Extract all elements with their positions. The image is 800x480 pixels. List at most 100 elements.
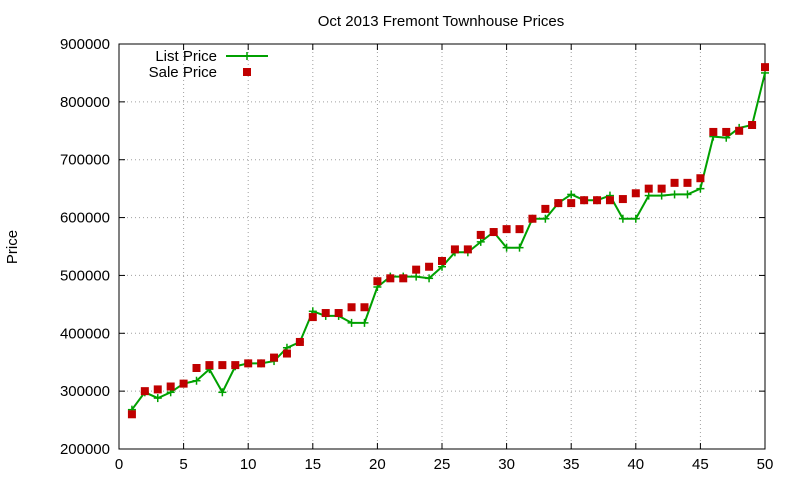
sale-price-point — [593, 196, 602, 205]
sale-price-point — [334, 309, 343, 318]
list-price-point — [644, 191, 653, 200]
sale-price-point — [489, 228, 498, 237]
sale-price-point — [631, 189, 640, 198]
sale-price-point — [450, 245, 459, 254]
list-price-point — [192, 376, 201, 385]
sale-price-point — [373, 277, 382, 286]
list-price-point — [670, 190, 679, 199]
series — [127, 63, 769, 419]
y-tick-label: 600000 — [60, 210, 110, 227]
y-tick-label: 300000 — [60, 383, 110, 400]
list-price-point — [567, 190, 576, 199]
sale-price-point — [670, 178, 679, 187]
grid — [119, 44, 765, 449]
y-tick-label: 900000 — [60, 36, 110, 53]
legend-label-sale-price: Sale Price — [149, 64, 217, 81]
list-price-point — [153, 394, 162, 403]
sale-price-point — [657, 184, 666, 193]
sale-price-point — [761, 63, 769, 72]
legend-swatch-sale-price — [243, 68, 251, 76]
sale-price-point — [308, 313, 317, 322]
y-tick-label: 200000 — [60, 441, 110, 458]
list-price-point — [347, 318, 356, 327]
y-tick-label: 400000 — [60, 325, 110, 342]
sale-price-point — [425, 262, 434, 271]
x-tick-label: 0 — [115, 456, 123, 473]
sale-price-point — [218, 361, 227, 370]
sale-price-point — [696, 174, 705, 183]
list-price-point — [683, 190, 692, 199]
sale-price-point — [127, 410, 136, 419]
sale-price-point — [580, 196, 589, 205]
sale-price-point — [683, 178, 692, 187]
sale-price-point — [166, 382, 175, 391]
x-tick-label: 5 — [179, 456, 187, 473]
sale-price-point — [257, 359, 266, 368]
sale-price-point — [438, 256, 446, 265]
sale-price-point — [528, 214, 537, 223]
sale-price-point — [515, 225, 524, 234]
sale-price-point — [735, 126, 744, 135]
sale-price-point — [347, 303, 356, 312]
sale-price-point — [360, 303, 369, 312]
sale-price-point — [541, 204, 550, 213]
sale-price-point — [502, 225, 511, 234]
list-price-point — [476, 237, 485, 246]
x-tick-label: 20 — [369, 456, 386, 473]
sale-price-point — [722, 127, 731, 136]
x-tick-label: 45 — [692, 456, 709, 473]
list-price-point — [541, 214, 550, 223]
x-tick-label: 10 — [240, 456, 257, 473]
x-tick-label: 40 — [627, 456, 644, 473]
list-price-point — [696, 184, 705, 193]
sale-price-point — [282, 349, 291, 358]
list-price-point — [218, 388, 227, 397]
sale-price-point — [412, 265, 421, 274]
sale-price-point — [179, 379, 188, 388]
sale-price-point — [476, 230, 485, 239]
sale-price-point — [295, 337, 304, 346]
sale-price-point — [153, 385, 162, 394]
sale-price-point — [709, 127, 718, 136]
x-tick-label: 35 — [563, 456, 580, 473]
sale-price-point — [618, 195, 627, 204]
axes: 0 5 10 15 20 25 30 35 40 45 50 200000 300000 400000 50… — [60, 36, 773, 473]
sale-price-point — [748, 121, 757, 129]
list-price-point — [412, 272, 421, 281]
sale-price-point — [463, 245, 472, 254]
chart-title: Oct 2013 Fremont Townhouse Prices — [318, 13, 565, 30]
list-price-point — [502, 243, 511, 252]
sale-price-point — [399, 274, 408, 283]
sale-price-point — [554, 199, 563, 208]
sale-price-point — [605, 196, 614, 205]
sale-price-point — [140, 387, 149, 396]
y-tick-label: 500000 — [60, 267, 110, 284]
y-tick-label: 800000 — [60, 94, 110, 111]
sale-price-point — [567, 199, 576, 208]
list-price-line — [131, 72, 766, 411]
list-price-point — [515, 243, 524, 252]
legend-label-list-price: List Price — [155, 48, 217, 65]
sale-price-point — [205, 361, 214, 370]
list-price-point — [360, 318, 369, 327]
sale-price-point — [321, 309, 330, 318]
y-axis-label: Price — [4, 230, 21, 264]
list-price-point — [657, 191, 666, 200]
y-tick-label: 700000 — [60, 152, 110, 169]
list-price-point — [631, 214, 640, 223]
x-tick-label: 30 — [498, 456, 515, 473]
list-price-point — [425, 274, 434, 283]
list-price-point — [618, 214, 627, 223]
x-tick-label: 50 — [757, 456, 774, 473]
sale-price-point — [270, 353, 279, 362]
sale-price-point — [644, 184, 653, 193]
sale-price-point — [231, 361, 240, 370]
sale-price-point — [192, 364, 201, 372]
sale-price-point — [244, 359, 253, 368]
x-tick-label: 15 — [304, 456, 321, 473]
sale-price-point — [386, 274, 395, 283]
x-tick-label: 25 — [434, 456, 451, 473]
